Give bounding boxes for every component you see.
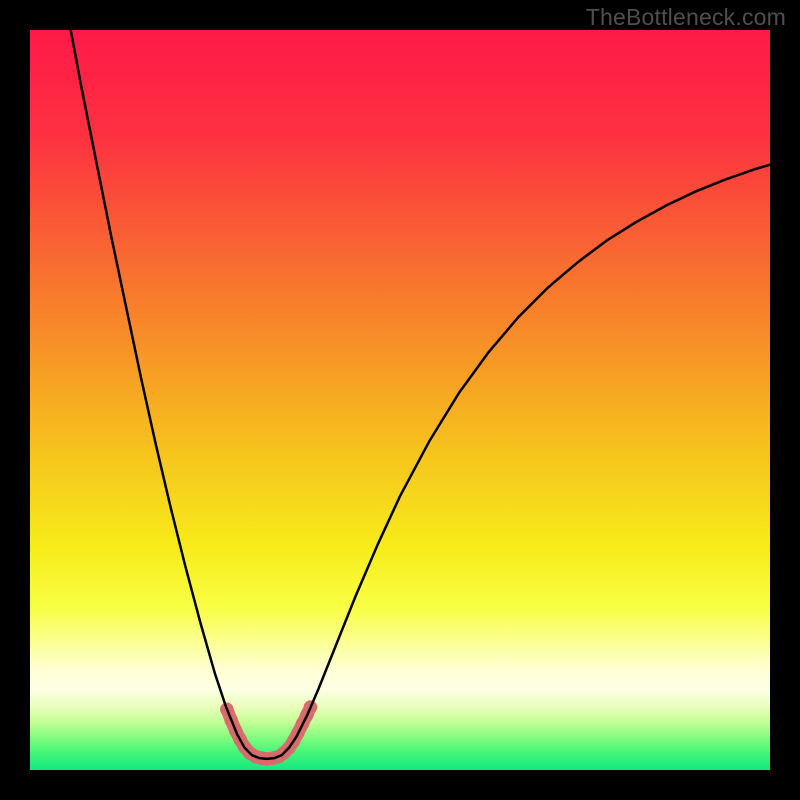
plot-area <box>30 30 770 770</box>
watermark-text: TheBottleneck.com <box>586 4 786 31</box>
gradient-background <box>30 30 770 770</box>
chart-svg <box>30 30 770 770</box>
